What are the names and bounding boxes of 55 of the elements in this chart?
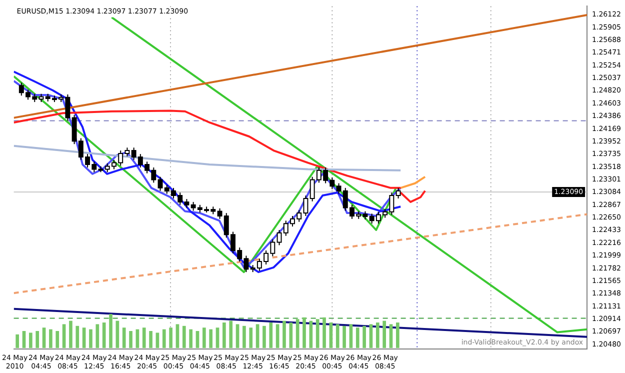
bar	[256, 324, 260, 348]
bar	[329, 322, 332, 348]
bar	[202, 328, 206, 348]
bar	[48, 329, 52, 348]
bar	[22, 331, 26, 348]
bar	[142, 328, 146, 348]
bar	[269, 322, 272, 348]
bar	[35, 331, 39, 348]
bar	[102, 322, 106, 348]
bar	[76, 326, 79, 348]
bar	[28, 332, 32, 348]
bar	[168, 328, 172, 348]
bar	[148, 331, 152, 348]
bar	[316, 319, 320, 348]
bar	[182, 326, 186, 348]
bar	[356, 328, 360, 348]
bar	[282, 320, 286, 348]
bar	[396, 322, 400, 348]
bar	[369, 324, 372, 348]
bar	[389, 324, 392, 348]
bar	[276, 324, 280, 348]
bar	[228, 320, 232, 348]
bar	[208, 329, 212, 348]
bar	[322, 318, 326, 348]
bar	[376, 322, 380, 348]
bar	[349, 324, 352, 348]
bar	[296, 319, 300, 348]
bar	[156, 332, 159, 348]
bar	[176, 324, 179, 348]
bar	[302, 318, 306, 348]
bar	[88, 329, 92, 348]
bar	[15, 334, 19, 348]
bar	[222, 322, 226, 348]
bar	[196, 331, 199, 348]
bar	[62, 324, 66, 348]
bar	[262, 326, 266, 348]
bar	[82, 328, 86, 348]
bar	[336, 324, 340, 348]
bar	[162, 329, 166, 348]
bar	[42, 328, 46, 348]
bar	[242, 326, 246, 348]
bar	[188, 329, 192, 348]
bar	[56, 331, 59, 348]
bar	[382, 320, 386, 348]
bar	[216, 328, 219, 348]
bar	[249, 328, 252, 348]
bar	[68, 320, 72, 348]
bar	[96, 324, 99, 348]
bar	[128, 331, 132, 348]
bar	[108, 314, 112, 348]
bar	[289, 322, 292, 348]
bar	[236, 324, 239, 348]
bar	[342, 326, 346, 348]
bar	[122, 328, 126, 348]
bar	[362, 326, 366, 348]
